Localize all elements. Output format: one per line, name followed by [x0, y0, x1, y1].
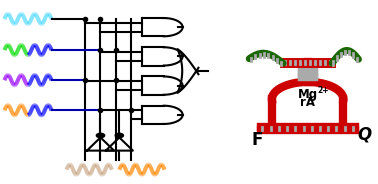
Text: 2+: 2+: [318, 86, 329, 95]
Text: rA: rA: [300, 96, 315, 109]
Text: F: F: [251, 131, 262, 149]
Text: Mg: Mg: [297, 88, 318, 101]
Text: Q: Q: [357, 126, 371, 144]
